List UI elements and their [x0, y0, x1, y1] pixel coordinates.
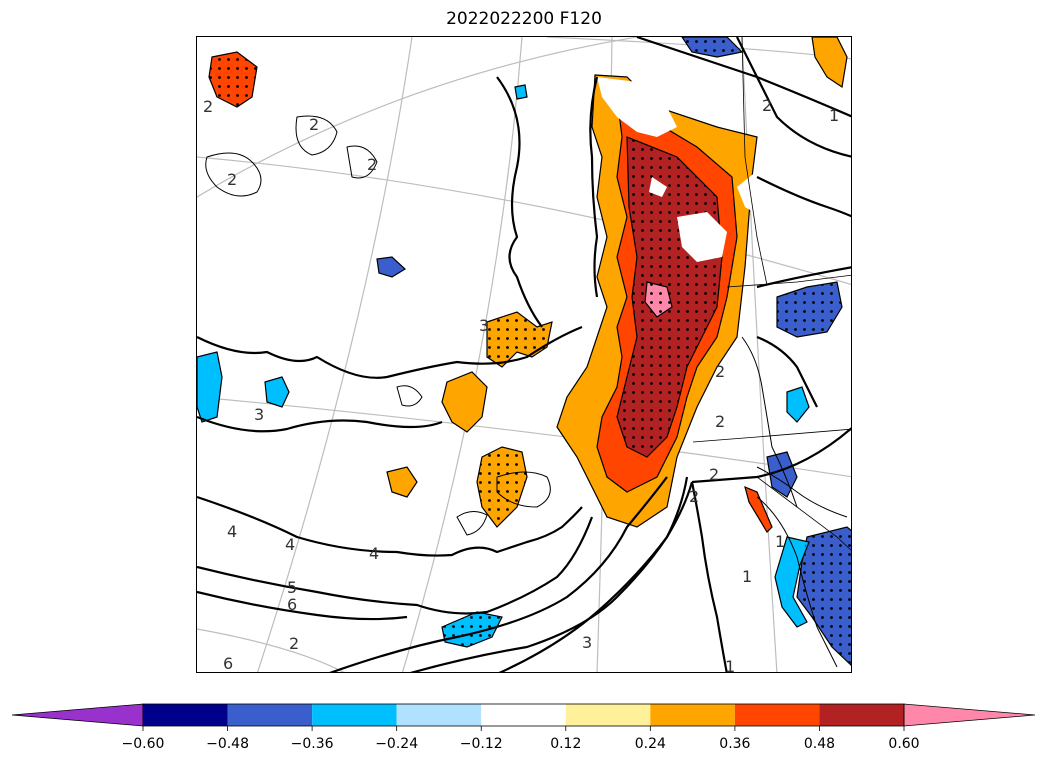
contour-label: 6: [223, 654, 233, 673]
colorbar-cell: [396, 704, 482, 726]
contour-label: 5: [287, 578, 297, 597]
contour-label: 2: [227, 170, 237, 189]
map-title: 2022022200 F120: [446, 9, 602, 29]
colorbar-tick-label: −0.60: [122, 736, 165, 752]
contour-label: 1: [742, 567, 752, 586]
contour-label: 1: [725, 657, 735, 673]
cyan-region-north: [514, 84, 528, 100]
colorbar-tick-label: 0.48: [804, 736, 835, 752]
cyan-region-east2: [786, 386, 810, 423]
contour-label: 2: [715, 412, 725, 431]
red-strip-east: [744, 485, 773, 533]
map-panel[interactable]: 2 1 2 2 2 2 3 3 2 2 2 2 4 4 4 5 6 6 3 1 …: [196, 36, 852, 673]
stippling: [209, 37, 851, 666]
thick-contours: [197, 37, 851, 672]
contour-label: 2: [762, 96, 772, 115]
colorbar-tick-label: −0.24: [375, 736, 418, 752]
colorbar-extend-high: [903, 703, 1036, 727]
contour-labels: 2 1 2 2 2 2 3 3 2 2 2 2 4 4 4 5 6 6 3 1 …: [203, 96, 839, 673]
colorbar-cell: [227, 704, 313, 726]
contour-label: 2: [309, 115, 319, 134]
colorbar-cell: [734, 704, 820, 726]
colorbar-tick-label: −0.36: [291, 736, 334, 752]
contour-label: 3: [479, 316, 489, 335]
warm-anomaly-regions: [208, 37, 848, 533]
colorbar-cell: [565, 704, 651, 726]
contour-label: 3: [582, 633, 592, 652]
contour-label: 4: [369, 544, 379, 563]
colorbar-tick-label: 0.24: [635, 736, 666, 752]
colorbar-cell: [312, 704, 397, 726]
map-svg: 2 1 2 2 2 2 3 3 2 2 2 2 4 4 4 5 6 6 3 1 …: [197, 37, 851, 673]
colorbar-tick-label: −0.48: [206, 736, 249, 752]
colorbar-tick-label: 0.12: [550, 736, 581, 752]
colorbar-svg: −0.60 −0.48 −0.36 −0.24 −0.12 0.12 0.24 0.36 0.4…: [11, 703, 1036, 752]
contour-label: 4: [285, 535, 295, 554]
colorbar-outline: [142, 703, 905, 727]
colorbar-tick-label: 0.60: [888, 736, 919, 752]
contour-label: 2: [203, 97, 213, 116]
cyan-region-west: [264, 376, 290, 408]
orange-region-small: [386, 466, 418, 498]
colorbar-cell: [650, 704, 735, 726]
colorbar-cell: [143, 704, 228, 726]
contour-label: 6: [287, 595, 297, 614]
contour-label: 1: [775, 532, 785, 551]
missing-data-gaps: [597, 77, 817, 262]
colorbar-extend-low: [11, 703, 144, 727]
contour-label: 2: [709, 465, 719, 484]
contour-label: 4: [227, 522, 237, 541]
orange-region-ne: [811, 37, 848, 89]
colorbar-cell: [819, 704, 904, 726]
contour-label: 2: [289, 634, 299, 653]
colorbar: −0.60 −0.48 −0.36 −0.24 −0.12 0.12 0.24 0.36 0.4…: [0, 690, 1047, 760]
cyan-region-west-edge: [197, 351, 223, 423]
contour-label: 2: [715, 362, 725, 381]
contour-label: 3: [254, 405, 264, 424]
thin-contours: [205, 115, 848, 668]
contour-label: 2: [367, 155, 377, 174]
colorbar-tick-label: −0.12: [460, 736, 503, 752]
contour-label: 1: [829, 106, 839, 125]
colorbar-tick-label: 0.36: [719, 736, 750, 752]
orange-region-mid: [441, 371, 488, 433]
blue-region-mid: [376, 256, 406, 278]
political-borders: [692, 37, 851, 551]
contour-label: 2: [689, 487, 699, 506]
colorbar-cell: [481, 704, 566, 726]
